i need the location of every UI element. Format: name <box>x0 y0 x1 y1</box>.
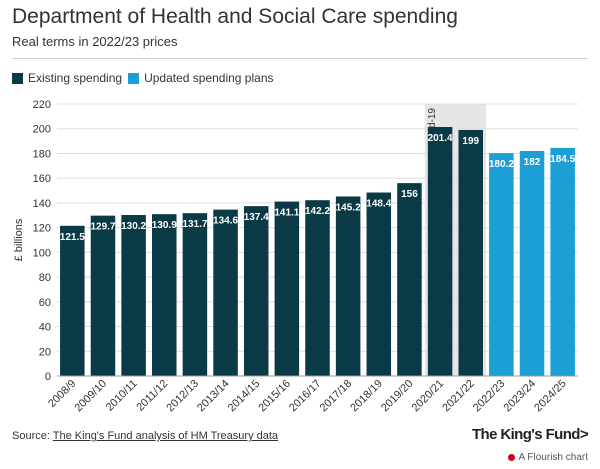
x-tick-label: 2023/24 <box>502 378 539 415</box>
header-divider <box>12 58 588 59</box>
data-label: 130.2 <box>121 221 146 232</box>
data-label: 130.9 <box>152 220 177 231</box>
legend-item-updated[interactable]: Updated spending plans <box>128 71 274 85</box>
data-label: 199 <box>462 136 479 147</box>
x-tick-label: 2013/14 <box>195 378 232 415</box>
source-note: Source: The King's Fund analysis of HM T… <box>12 430 278 442</box>
y-tick-label: 100 <box>33 247 51 259</box>
x-tick-label: 2010/11 <box>104 378 140 414</box>
bar <box>121 215 146 376</box>
x-tick-label: 2017/18 <box>318 378 355 415</box>
bar <box>397 183 422 376</box>
x-tick-label: 2015/16 <box>256 378 293 415</box>
bar-chart: Covid-19020406080100120140160180200220£ … <box>13 99 578 415</box>
x-tick-label: 2022/23 <box>471 378 508 415</box>
x-tick-label: 2011/12 <box>134 378 170 414</box>
kings-fund-logo[interactable]: The King's Fund> <box>471 426 589 443</box>
y-tick-label: 20 <box>39 346 51 358</box>
x-tick-label: 2019/20 <box>379 378 416 415</box>
x-tick-label: 2014/15 <box>226 378 263 415</box>
data-label: 148.4 <box>366 199 391 210</box>
legend-swatch-existing <box>12 72 23 84</box>
flourish-icon <box>507 454 515 461</box>
data-label: 142.2 <box>305 206 330 217</box>
bar <box>366 192 392 376</box>
y-axis-label: £ billions <box>13 218 25 261</box>
legend: Existing spending Updated spending plans <box>12 71 280 85</box>
bar <box>519 150 545 376</box>
data-label: 156 <box>401 189 418 200</box>
y-tick-label: 180 <box>33 148 51 160</box>
y-tick-label: 80 <box>39 272 51 284</box>
bar <box>335 196 361 376</box>
bar <box>213 209 238 376</box>
data-label: 180.2 <box>489 159 514 170</box>
legend-label-updated: Updated spending plans <box>144 71 274 85</box>
bar <box>305 200 330 376</box>
bar <box>182 213 208 376</box>
data-label: 182 <box>524 157 541 168</box>
bar <box>152 214 177 376</box>
data-label: 129.7 <box>90 222 115 233</box>
bar <box>60 225 85 376</box>
source-prefix: Source: <box>12 430 53 442</box>
legend-label-existing: Existing spending <box>28 71 123 85</box>
flourish-label: A Flourish chart <box>518 452 588 463</box>
y-tick-label: 200 <box>33 124 51 136</box>
data-label: 131.7 <box>182 219 207 230</box>
x-tick-label: 2012/13 <box>164 378 201 415</box>
legend-item-existing[interactable]: Existing spending <box>12 71 122 85</box>
y-tick-label: 0 <box>45 371 51 383</box>
chart-subtitle: Real terms in 2022/23 prices <box>12 34 178 49</box>
x-tick-label: 2018/19 <box>348 378 385 415</box>
data-label: 184.5 <box>550 154 575 165</box>
data-label: 145.2 <box>336 202 361 213</box>
y-tick-label: 40 <box>39 322 51 334</box>
chart-title: Department of Health and Social Care spe… <box>12 5 458 28</box>
legend-swatch-updated <box>128 72 140 84</box>
bar <box>274 201 300 376</box>
x-tick-label: 2009/10 <box>72 378 109 415</box>
data-label: 137.4 <box>244 212 269 223</box>
data-label: 121.5 <box>60 232 85 243</box>
x-tick-label: 2020/21 <box>410 378 447 415</box>
y-tick-label: 220 <box>33 99 51 111</box>
x-tick-label: 2024/25 <box>532 378 569 415</box>
y-tick-label: 120 <box>33 223 51 235</box>
data-label: 201.4 <box>428 133 453 144</box>
bar <box>90 215 116 376</box>
x-tick-label: 2021/22 <box>440 378 477 415</box>
y-tick-label: 160 <box>33 173 51 185</box>
bar <box>243 206 269 376</box>
bar <box>458 129 483 376</box>
source-link[interactable]: The King's Fund analysis of HM Treasury … <box>52 430 279 442</box>
bar <box>550 147 575 376</box>
data-label: 141.1 <box>274 208 299 219</box>
data-label: 134.6 <box>213 216 238 227</box>
y-tick-label: 60 <box>39 297 51 309</box>
x-tick-label: 2016/17 <box>287 378 324 415</box>
flourish-credit[interactable]: A Flourish chart <box>507 452 588 463</box>
y-tick-label: 140 <box>33 198 51 210</box>
bar <box>489 153 514 376</box>
bar <box>427 126 453 376</box>
